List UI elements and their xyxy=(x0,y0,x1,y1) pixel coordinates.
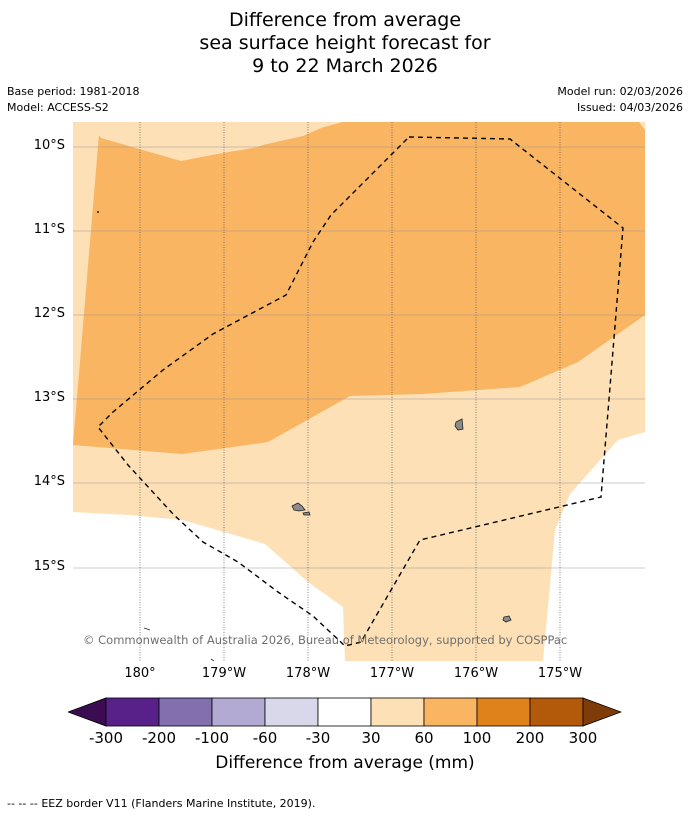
map-title-line-3: 9 to 22 March 2026 xyxy=(252,55,438,77)
model-name: Model: ACCESS-S2 xyxy=(7,101,109,114)
map-title-line-2: sea surface height forecast for xyxy=(199,32,491,54)
colorbar-arrow-high xyxy=(582,697,622,727)
colorbar-segment-7 xyxy=(423,697,478,727)
lat-label-12s: 12°S xyxy=(33,306,65,321)
eez-legend-symbol: -- -- -- xyxy=(7,797,38,810)
colorbar-segment-2 xyxy=(158,697,213,727)
lon-label-180: 180° xyxy=(124,666,156,681)
map-title-line-1: Difference from average xyxy=(228,9,462,31)
lat-label-15s: 15°S xyxy=(33,559,65,574)
island-south xyxy=(502,615,512,623)
lon-label-179w: 179°W xyxy=(201,666,247,681)
base-period: Base period: 1981-2018 xyxy=(7,85,140,98)
island-west-small xyxy=(302,511,311,516)
lon-label-176w: 176°W xyxy=(453,666,499,681)
anomaly-band-60-100 xyxy=(73,122,645,454)
island-west-large xyxy=(291,502,306,512)
colorbar-label-minus300: -300 xyxy=(88,729,124,747)
colorbar-label-60: 60 xyxy=(414,729,434,747)
copyright-notice: © Commonwealth of Australia 2026, Bureau… xyxy=(83,633,568,647)
forecast-map xyxy=(73,122,645,661)
colorbar-segment-3 xyxy=(211,697,266,727)
anomaly-patch-30-60 xyxy=(89,122,335,161)
lat-label-14s: 14°S xyxy=(33,474,65,489)
island-southwest xyxy=(143,627,151,631)
lat-label-10s: 10°S xyxy=(33,138,65,153)
colorbar-label-100: 100 xyxy=(462,729,492,747)
colorbar xyxy=(68,697,622,727)
colorbar-label-30: 30 xyxy=(361,729,381,747)
lat-label-13s: 13°S xyxy=(33,390,65,405)
lat-label-11s: 11°S xyxy=(33,222,65,237)
eez-legend: -- -- -- EEZ border V11 (Flanders Marine… xyxy=(7,797,315,810)
colorbar-segment-1 xyxy=(105,697,160,727)
eez-legend-text: EEZ border V11 (Flanders Marine Institut… xyxy=(41,797,316,810)
colorbar-segment-6 xyxy=(370,697,425,727)
colorbar-segment-5 xyxy=(317,697,372,727)
island-east xyxy=(454,418,464,431)
lon-label-175w: 175°W xyxy=(537,666,583,681)
colorbar-label-300: 300 xyxy=(568,729,598,747)
colorbar-arrow-low xyxy=(68,697,107,727)
latitude-gridlines xyxy=(73,146,645,569)
colorbar-segment-4 xyxy=(264,697,319,727)
model-run: Model run: 02/03/2026 xyxy=(557,85,683,98)
colorbar-segment-9 xyxy=(529,697,584,727)
issued-date: Issued: 04/03/2026 xyxy=(576,101,683,114)
colorbar-label-minus100: -100 xyxy=(194,729,230,747)
anomaly-patch-30-60-corner xyxy=(639,122,645,130)
colorbar-label-minus60: -60 xyxy=(252,729,278,747)
eez-border xyxy=(97,136,624,647)
lon-label-178w: 178°W xyxy=(285,666,331,681)
colorbar-label-minus200: -200 xyxy=(141,729,177,747)
lon-label-177w: 177°W xyxy=(369,666,415,681)
colorbar-segment-8 xyxy=(476,697,531,727)
colorbar-label-200: 200 xyxy=(515,729,545,747)
island-dot xyxy=(97,211,99,213)
colorbar-title: Difference from average (mm) xyxy=(215,753,475,773)
colorbar-label-minus30: -30 xyxy=(305,729,331,747)
island-bottom xyxy=(210,658,215,661)
